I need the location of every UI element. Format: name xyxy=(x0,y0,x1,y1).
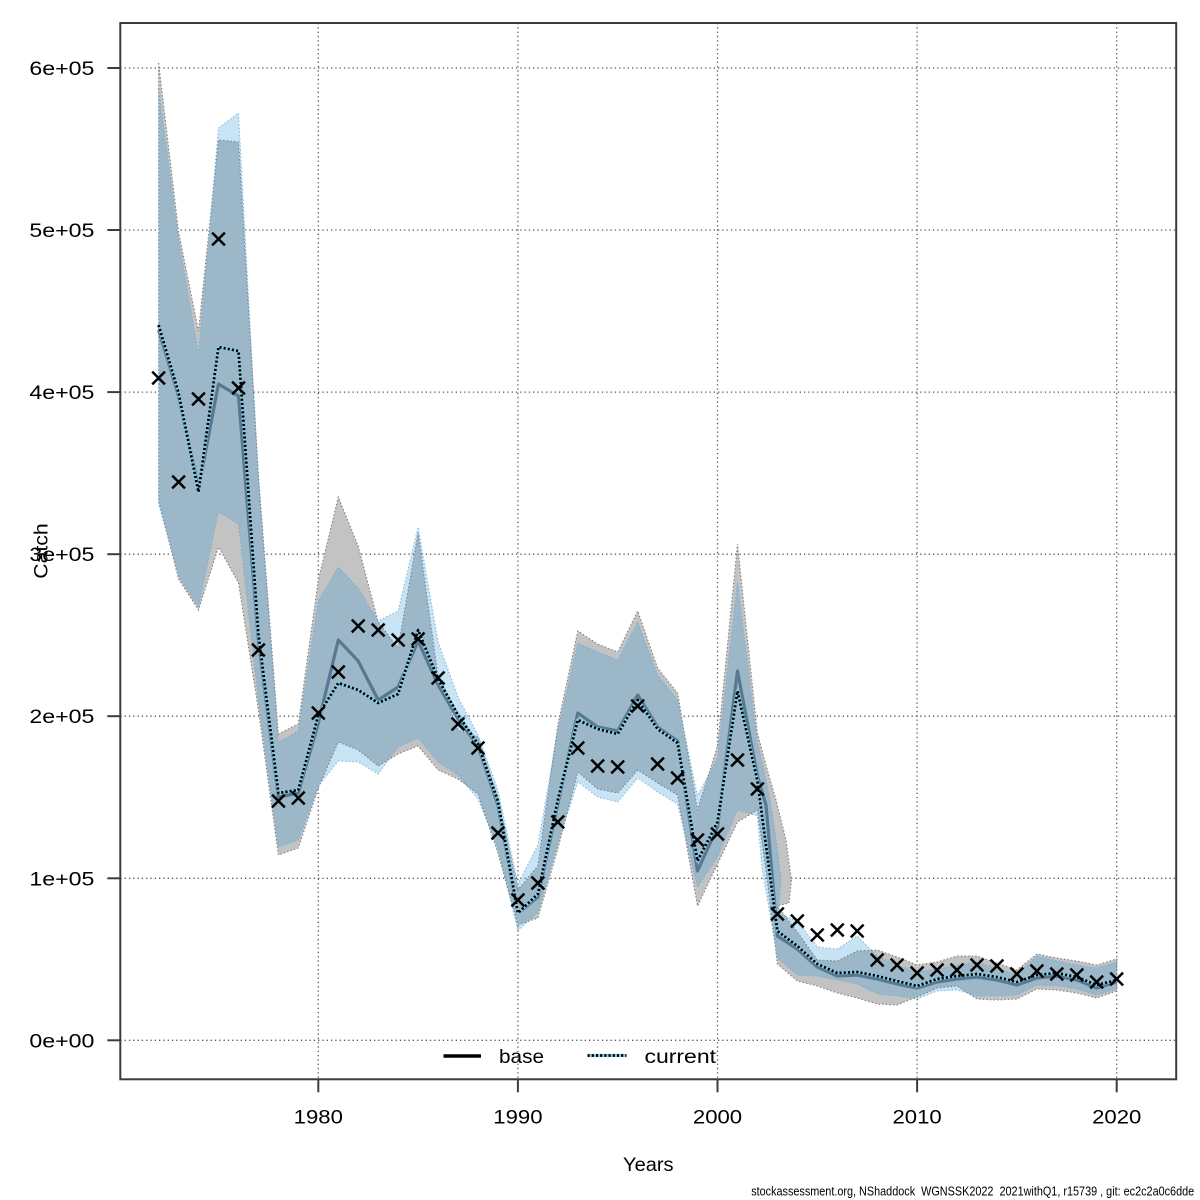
svg-text:2020: 2020 xyxy=(1092,1107,1141,1129)
svg-text:current: current xyxy=(645,1046,717,1068)
svg-text:base: base xyxy=(499,1046,544,1068)
svg-text:6e+05: 6e+05 xyxy=(29,58,94,80)
svg-text:1980: 1980 xyxy=(294,1107,343,1129)
svg-text:Catch: Catch xyxy=(30,523,52,579)
svg-text:4e+05: 4e+05 xyxy=(29,382,94,404)
svg-text:5e+05: 5e+05 xyxy=(29,220,94,242)
svg-text:1990: 1990 xyxy=(493,1107,542,1129)
svg-text:stockassessment.org, NShaddock: stockassessment.org, NShaddock WGNSSK202… xyxy=(751,1184,1194,1199)
svg-text:2010: 2010 xyxy=(893,1107,942,1129)
svg-text:1e+05: 1e+05 xyxy=(29,868,94,890)
svg-text:2000: 2000 xyxy=(693,1107,742,1129)
svg-text:0e+00: 0e+00 xyxy=(29,1030,94,1052)
svg-text:2e+05: 2e+05 xyxy=(29,706,94,728)
svg-text:3e+05: 3e+05 xyxy=(29,544,94,566)
svg-text:Years: Years xyxy=(623,1154,674,1176)
